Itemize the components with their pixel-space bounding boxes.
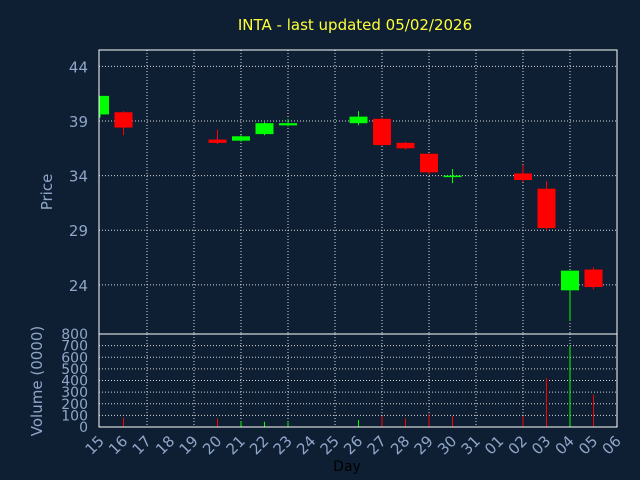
x-tick-label-29: 29 [411,432,437,458]
price-y-tick-label: 34 [69,168,88,186]
x-tick-label-26: 26 [340,432,366,458]
candle-body-28 [396,142,415,149]
x-tick-label-16: 16 [105,432,131,458]
volume-y-tick-label: 100 [61,408,88,424]
price-candles [99,95,603,321]
price-y-tick-label: 29 [69,222,88,240]
x-tick-label-06: 06 [599,432,625,458]
x-tick-label-21: 21 [223,432,249,458]
candle-body-20 [208,139,227,143]
x-tick-label-28: 28 [387,432,413,458]
candle-body-02 [514,173,532,180]
price-y-axis: 24 29 34 39 44 [69,58,88,294]
volume-gridlines [99,334,617,427]
x-tick-label-18: 18 [152,432,178,458]
volume-y-tick-label: 800 [61,327,88,343]
x-tick-label-04: 04 [552,432,578,458]
candle-body-03 [537,188,556,229]
price-y-tick-label: 44 [69,58,88,76]
volume-y-tick-label: 200 [61,397,88,413]
x-tick-label-19: 19 [176,432,202,458]
volume-bars [123,345,594,427]
candle-body-30 [443,175,462,178]
price-y-tick-label: 24 [69,277,88,295]
x-tick-label-20: 20 [199,432,225,458]
price-y-tick-label: 39 [69,113,88,131]
volume-y-tick-label: 600 [61,350,88,366]
x-tick-label-31: 31 [458,432,484,458]
volume-y-tick-label: 500 [61,362,88,378]
x-tick-label-15: 15 [82,432,108,458]
x-tick-label-23: 23 [270,432,296,458]
candle-body-29 [420,153,438,173]
candle-body-27 [373,118,391,146]
candle-body-23 [279,123,297,126]
price-y-axis-label: Price [38,174,56,211]
volume-plot-frame [98,333,618,428]
x-tick-label-05: 05 [575,432,601,458]
x-tick-label-24: 24 [293,432,319,458]
chart-title: INTA - last updated 05/02/2026 [238,16,472,34]
volume-y-axis-label: Volume (0000) [28,326,46,436]
candle-body-26 [349,116,368,124]
x-tick-label-27: 27 [364,432,390,458]
volume-y-tick-label: 300 [61,385,88,401]
candle-body-22 [255,123,274,135]
volume-y-tick-label: 700 [61,339,88,355]
candle-body-21 [232,136,250,141]
x-tick-label-30: 30 [434,432,460,458]
candle-body-15 [100,95,109,115]
x-tick-label-25: 25 [317,432,343,458]
x-tick-label-22: 22 [246,432,272,458]
candle-body-04 [561,270,579,291]
x-tick-label-03: 03 [528,432,554,458]
x-tick-label-02: 02 [505,432,531,458]
candle-body-16 [114,112,133,128]
x-axis-ticks: 1516171819202122232425262728293031010203… [82,432,625,458]
x-tick-label-01: 01 [481,432,507,458]
candle-body-05 [584,269,603,288]
volume-y-tick-label: 400 [61,374,88,390]
volume-y-tick-label: 0 [79,420,88,436]
x-tick-label-17: 17 [129,432,155,458]
x-axis-label: Day [333,459,361,475]
